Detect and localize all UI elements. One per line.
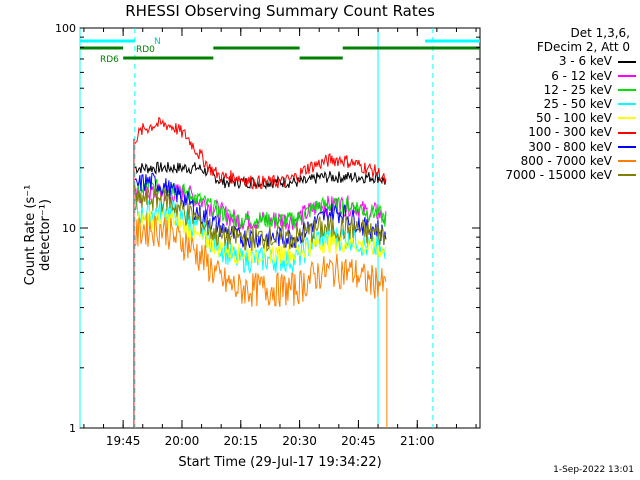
x-tick-label: 21:00 (400, 434, 435, 448)
legend-header-decimation: FDecim 2, Att 0 (536, 40, 630, 55)
chart-title: RHESSI Observing Summary Count Rates (125, 2, 435, 20)
legend-entry-swatch (618, 131, 636, 134)
legend-entry-label: 300 - 800 keV (528, 139, 612, 154)
y-tick-label: 100 (55, 22, 76, 35)
legend-entry: 7000 - 15000 keV (488, 168, 636, 182)
legend-entry-swatch (618, 88, 636, 91)
series-7 (134, 212, 387, 307)
legend-entry: 3 - 6 keV (488, 54, 636, 68)
x-tick-label: 20:45 (341, 434, 376, 448)
y-tick-label: 10 (62, 222, 76, 235)
legend-entry-label: 25 - 50 keV (543, 97, 612, 112)
y-tick-label: 1 (69, 422, 76, 435)
x-tick-label: 20:00 (165, 434, 200, 448)
legend-entry-label: 7000 - 15000 keV (505, 168, 612, 183)
legend-entry: 50 - 100 keV (488, 111, 636, 125)
legend: Det 1,3,6, FDecim 2, Att 0 3 - 6 keV 6 - … (488, 26, 636, 182)
legend-entry: 300 - 800 keV (488, 140, 636, 154)
legend-entry: 100 - 300 keV (488, 125, 636, 139)
legend-entry-swatch (618, 103, 636, 106)
legend-entry-swatch (618, 74, 636, 77)
legend-entry-swatch (618, 117, 636, 120)
legend-entry: 25 - 50 keV (488, 97, 636, 111)
legend-entry-label: 6 - 12 keV (551, 68, 612, 83)
legend-entry-label: 100 - 300 keV (528, 125, 612, 140)
flag-label-rd0: RD0 (136, 45, 155, 55)
series-3 (134, 199, 387, 275)
legend-entry-swatch (618, 60, 636, 63)
flag-label-rd6: RD6 (100, 55, 119, 65)
legend-entry: 6 - 12 keV (488, 69, 636, 83)
legend-entry-swatch (618, 159, 636, 162)
legend-entry-swatch (618, 145, 636, 148)
generation-timestamp: 1-Sep-2022 13:01 (553, 465, 634, 475)
legend-entry-swatch (618, 174, 636, 177)
series-5 (134, 116, 387, 190)
legend-header-detectors: Det 1,3,6, (570, 26, 631, 40)
x-tick-label: 20:15 (223, 434, 258, 448)
legend-entry-label: 3 - 6 keV (558, 54, 612, 69)
legend-entry: 800 - 7000 keV (488, 154, 636, 168)
series-8 (134, 186, 387, 253)
legend-entry-label: 12 - 25 keV (543, 82, 612, 97)
x-axis-label: Start Time (29-Jul-17 19:34:22) (178, 455, 382, 470)
series-6 (134, 172, 387, 249)
x-tick-label: 20:30 (282, 434, 317, 448)
legend-entry-label: 50 - 100 keV (535, 111, 612, 126)
flag-label-n: N (154, 37, 161, 47)
legend-entry-label: 800 - 7000 keV (520, 153, 612, 168)
legend-entry: 12 - 25 keV (488, 83, 636, 97)
y-axis-label: Count Rate (s⁻¹ detector⁻¹) (23, 184, 53, 286)
x-tick-label: 19:45 (106, 434, 141, 448)
